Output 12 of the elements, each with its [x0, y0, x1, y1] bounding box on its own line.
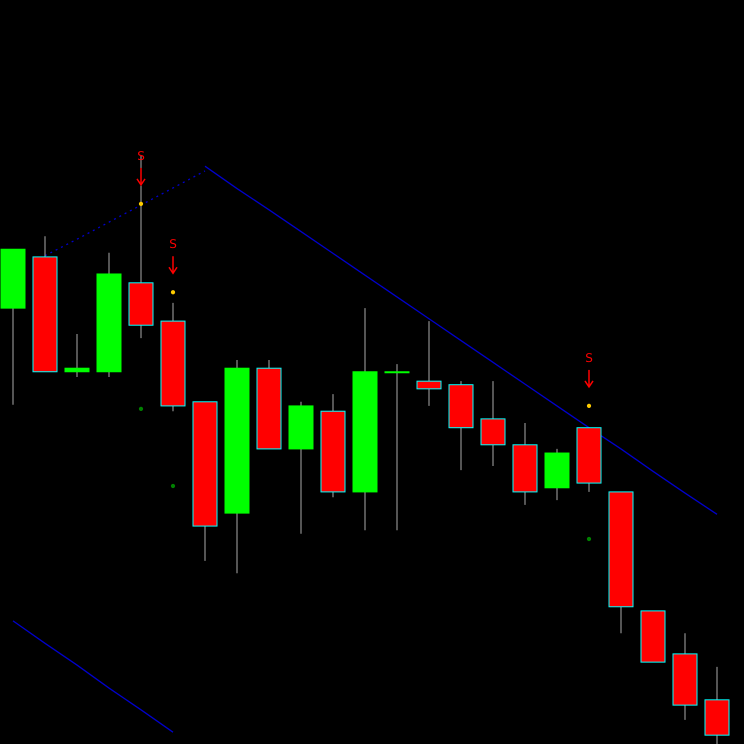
annotation: S — [169, 237, 177, 252]
candlestick — [416, 320, 442, 406]
candlestick — [64, 334, 90, 378]
annotation: S — [137, 148, 145, 163]
point — [138, 202, 144, 206]
candlestick — [384, 364, 410, 531]
point — [586, 404, 592, 408]
annotation: S — [585, 350, 593, 365]
point — [170, 290, 176, 294]
point — [586, 536, 592, 542]
point — [138, 406, 144, 411]
point — [170, 484, 176, 488]
